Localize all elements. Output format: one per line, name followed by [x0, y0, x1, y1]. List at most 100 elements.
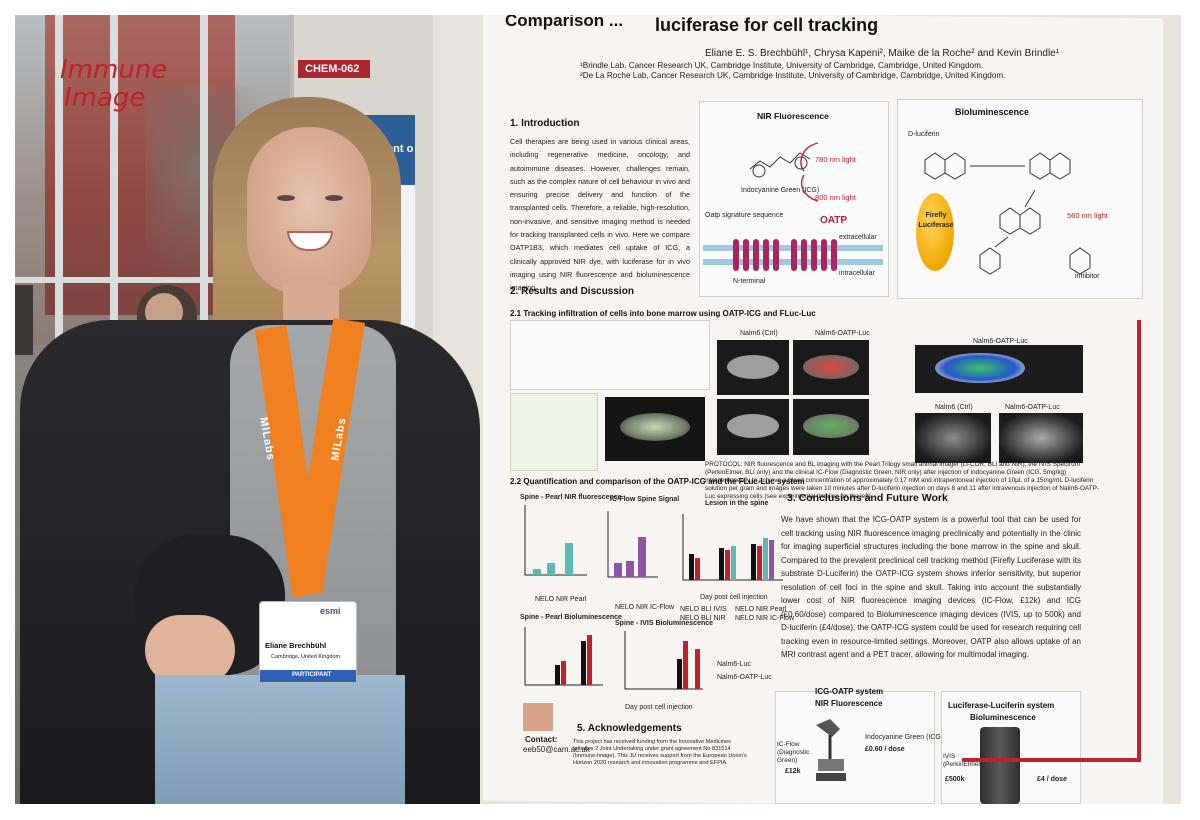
ack-text: This project has received funding from t…: [573, 739, 747, 766]
person-hand: [145, 615, 235, 685]
legend-nalm6-luc: Nalm6-Luc: [717, 661, 751, 668]
mouse-image-icflow-ctrl: [915, 413, 991, 463]
intracellular-label: intracellular: [839, 270, 875, 277]
cell-membrane-icon: [703, 239, 883, 271]
nalm6-ctrl-label: Nalm6 (Ctrl): [740, 330, 778, 337]
luc-box-title1: Luciferase-Luciferin system: [948, 701, 1055, 710]
nir-800-label: 800 nm light: [815, 193, 856, 202]
chart3-title: Lesion in the spine: [705, 500, 769, 507]
icg-label: Indocyanine Green (ICG): [741, 187, 820, 194]
chart4-bar: [561, 661, 566, 685]
chart1-legend: NELO NIR Pearl: [535, 596, 587, 603]
nalm6-oatp-label-icflow: Nalm6-OATP-Luc: [1005, 404, 1060, 411]
oatp-label: OATP: [820, 215, 848, 226]
chart4-bar: [587, 635, 592, 685]
ivis-device-icon: [980, 727, 1020, 804]
person-eye: [325, 195, 343, 201]
extracellular-label: extracellular: [839, 234, 877, 241]
chart3-bar: [695, 558, 700, 580]
icg-dose-label: Indocyanine Green (ICG): [865, 734, 944, 741]
chart3-bar: [731, 546, 736, 580]
chart3-bar: [725, 550, 730, 580]
badge-role: PARTICIPANT: [292, 672, 332, 678]
chart2-title: IC-Flow Spine Signal: [610, 496, 680, 503]
poster-title-line2: luciferase for cell tracking: [655, 15, 879, 35]
icg-box-title2: NIR Fluorescence: [815, 699, 883, 708]
intro-text: Cell therapies are being used in various…: [510, 137, 690, 293]
chart1: [524, 505, 587, 576]
logo-line1: Immune: [60, 55, 168, 85]
chart2: [607, 511, 658, 578]
chart3-bar: [769, 540, 774, 580]
chart1-bar: [533, 569, 541, 575]
board-number-sign: [298, 60, 370, 78]
chart4-bar: [581, 641, 586, 685]
intro-heading: 1. Introduction: [510, 118, 580, 129]
chart3-xlabel: Day post cell injection: [700, 594, 768, 601]
window-frame: [15, 277, 305, 283]
firefly-label: Firefly Luciferase: [918, 212, 954, 229]
nir-780-label: 780 nm light: [815, 155, 856, 164]
board-number: CHEM-062: [305, 63, 360, 75]
chart2-legend: NELO NIR IC-Flow: [615, 604, 675, 611]
chart1-bar: [547, 563, 555, 575]
chart1-title: Spine - Pearl NIR fluorescence: [520, 494, 622, 501]
nir-heading: NIR Fluorescence: [757, 111, 829, 121]
poster-affiliation-1: ¹Brindle Lab, Cancer Research UK, Cambri…: [580, 61, 984, 70]
dluc-cost: £4 / dose: [1037, 776, 1067, 783]
chart2-bar: [614, 563, 622, 577]
chart4: [524, 627, 603, 686]
badge-affiliation: Cambridge, United Kingdom: [271, 654, 341, 660]
poster-authors: Eliane E. S. Brechbühl¹, Chrysa Kapeni²,…: [705, 48, 1060, 59]
badge-org: esmi: [320, 606, 341, 616]
ack-heading: 5. Acknowledgements: [577, 723, 682, 734]
chart4-bar: [555, 665, 560, 685]
chart5-bar: [683, 641, 688, 689]
chart5-xlabel: Day post cell injection: [625, 704, 693, 711]
firefly-luciferase-icon: [916, 193, 954, 271]
mouse-body-red: [803, 355, 859, 379]
mouse-body: [727, 355, 779, 379]
photo: CHEM-062 ssment o Immune Image Compariso…: [15, 15, 1181, 804]
chart5-title: Spine - IVIS Bioluminescence: [615, 620, 714, 627]
red-accent-line: [962, 758, 1141, 762]
poster-affiliation-2: ²De La Roche Lab, Cancer Research UK, Ca…: [580, 71, 1006, 80]
badge-role-strip: [260, 670, 356, 682]
icg-box: [775, 691, 935, 804]
legend-nalm6-oatp: Nalm6-OATP-Luc: [717, 674, 772, 681]
icflow-device-icon: [816, 719, 846, 781]
instrument-list: [510, 393, 598, 471]
ivis-cost: £500k: [945, 776, 965, 783]
chart3-bar: [719, 548, 724, 580]
light-arrows-icon: [800, 142, 819, 202]
light-560-label: 560 nm light: [1067, 211, 1108, 220]
legend-bli-nir: NELO BLI NIR: [680, 615, 726, 622]
icg-cost: £0.60 / dose: [865, 746, 905, 753]
name-badge: [259, 601, 357, 683]
window-frame: [110, 15, 118, 375]
nalm6-ctrl-label-icflow: Nalm6 (Ctrl): [935, 404, 973, 411]
mouse-body-green: [803, 414, 859, 438]
conclusions-text: We have shown that the ICG-OATP system i…: [781, 515, 1081, 659]
mouse-body: [727, 414, 779, 438]
legend-nir-icflow: NELO NIR IC-Flow: [735, 615, 795, 622]
poster-title-line1: Comparison ...: [505, 15, 624, 30]
icflow-cost: £12k: [785, 768, 801, 775]
logo-line2: Image: [64, 83, 146, 113]
nalm6-oatp-label: Nalm6-OATP-Luc: [815, 330, 870, 337]
results-subheading-2: 2.2 Quantification and comparison of the…: [510, 477, 805, 486]
signature-label: Oatp signature sequence: [705, 212, 784, 219]
icg-box-title1: ICG-OATP system: [815, 687, 884, 696]
chart5-bar: [677, 659, 682, 689]
legend-nir-pearl: NELO NIR Pearl: [735, 606, 787, 613]
chart3: [682, 514, 783, 581]
conclusions-heading: 3. Conclusions and Future Work: [787, 492, 948, 504]
luciferin-molecule-icon: [924, 152, 1091, 275]
chart2-bar: [626, 561, 634, 577]
window-frame: [55, 15, 63, 375]
badge-name: Eliane Brechbühl: [265, 641, 327, 650]
chart1-bar: [565, 543, 573, 575]
mouse-image-icflow-oatp: [999, 413, 1083, 463]
icflow-label: IC-Flow (Diagnostic Green): [777, 741, 810, 764]
chart4-title: Spine - Pearl Bioluminescence: [520, 614, 622, 621]
